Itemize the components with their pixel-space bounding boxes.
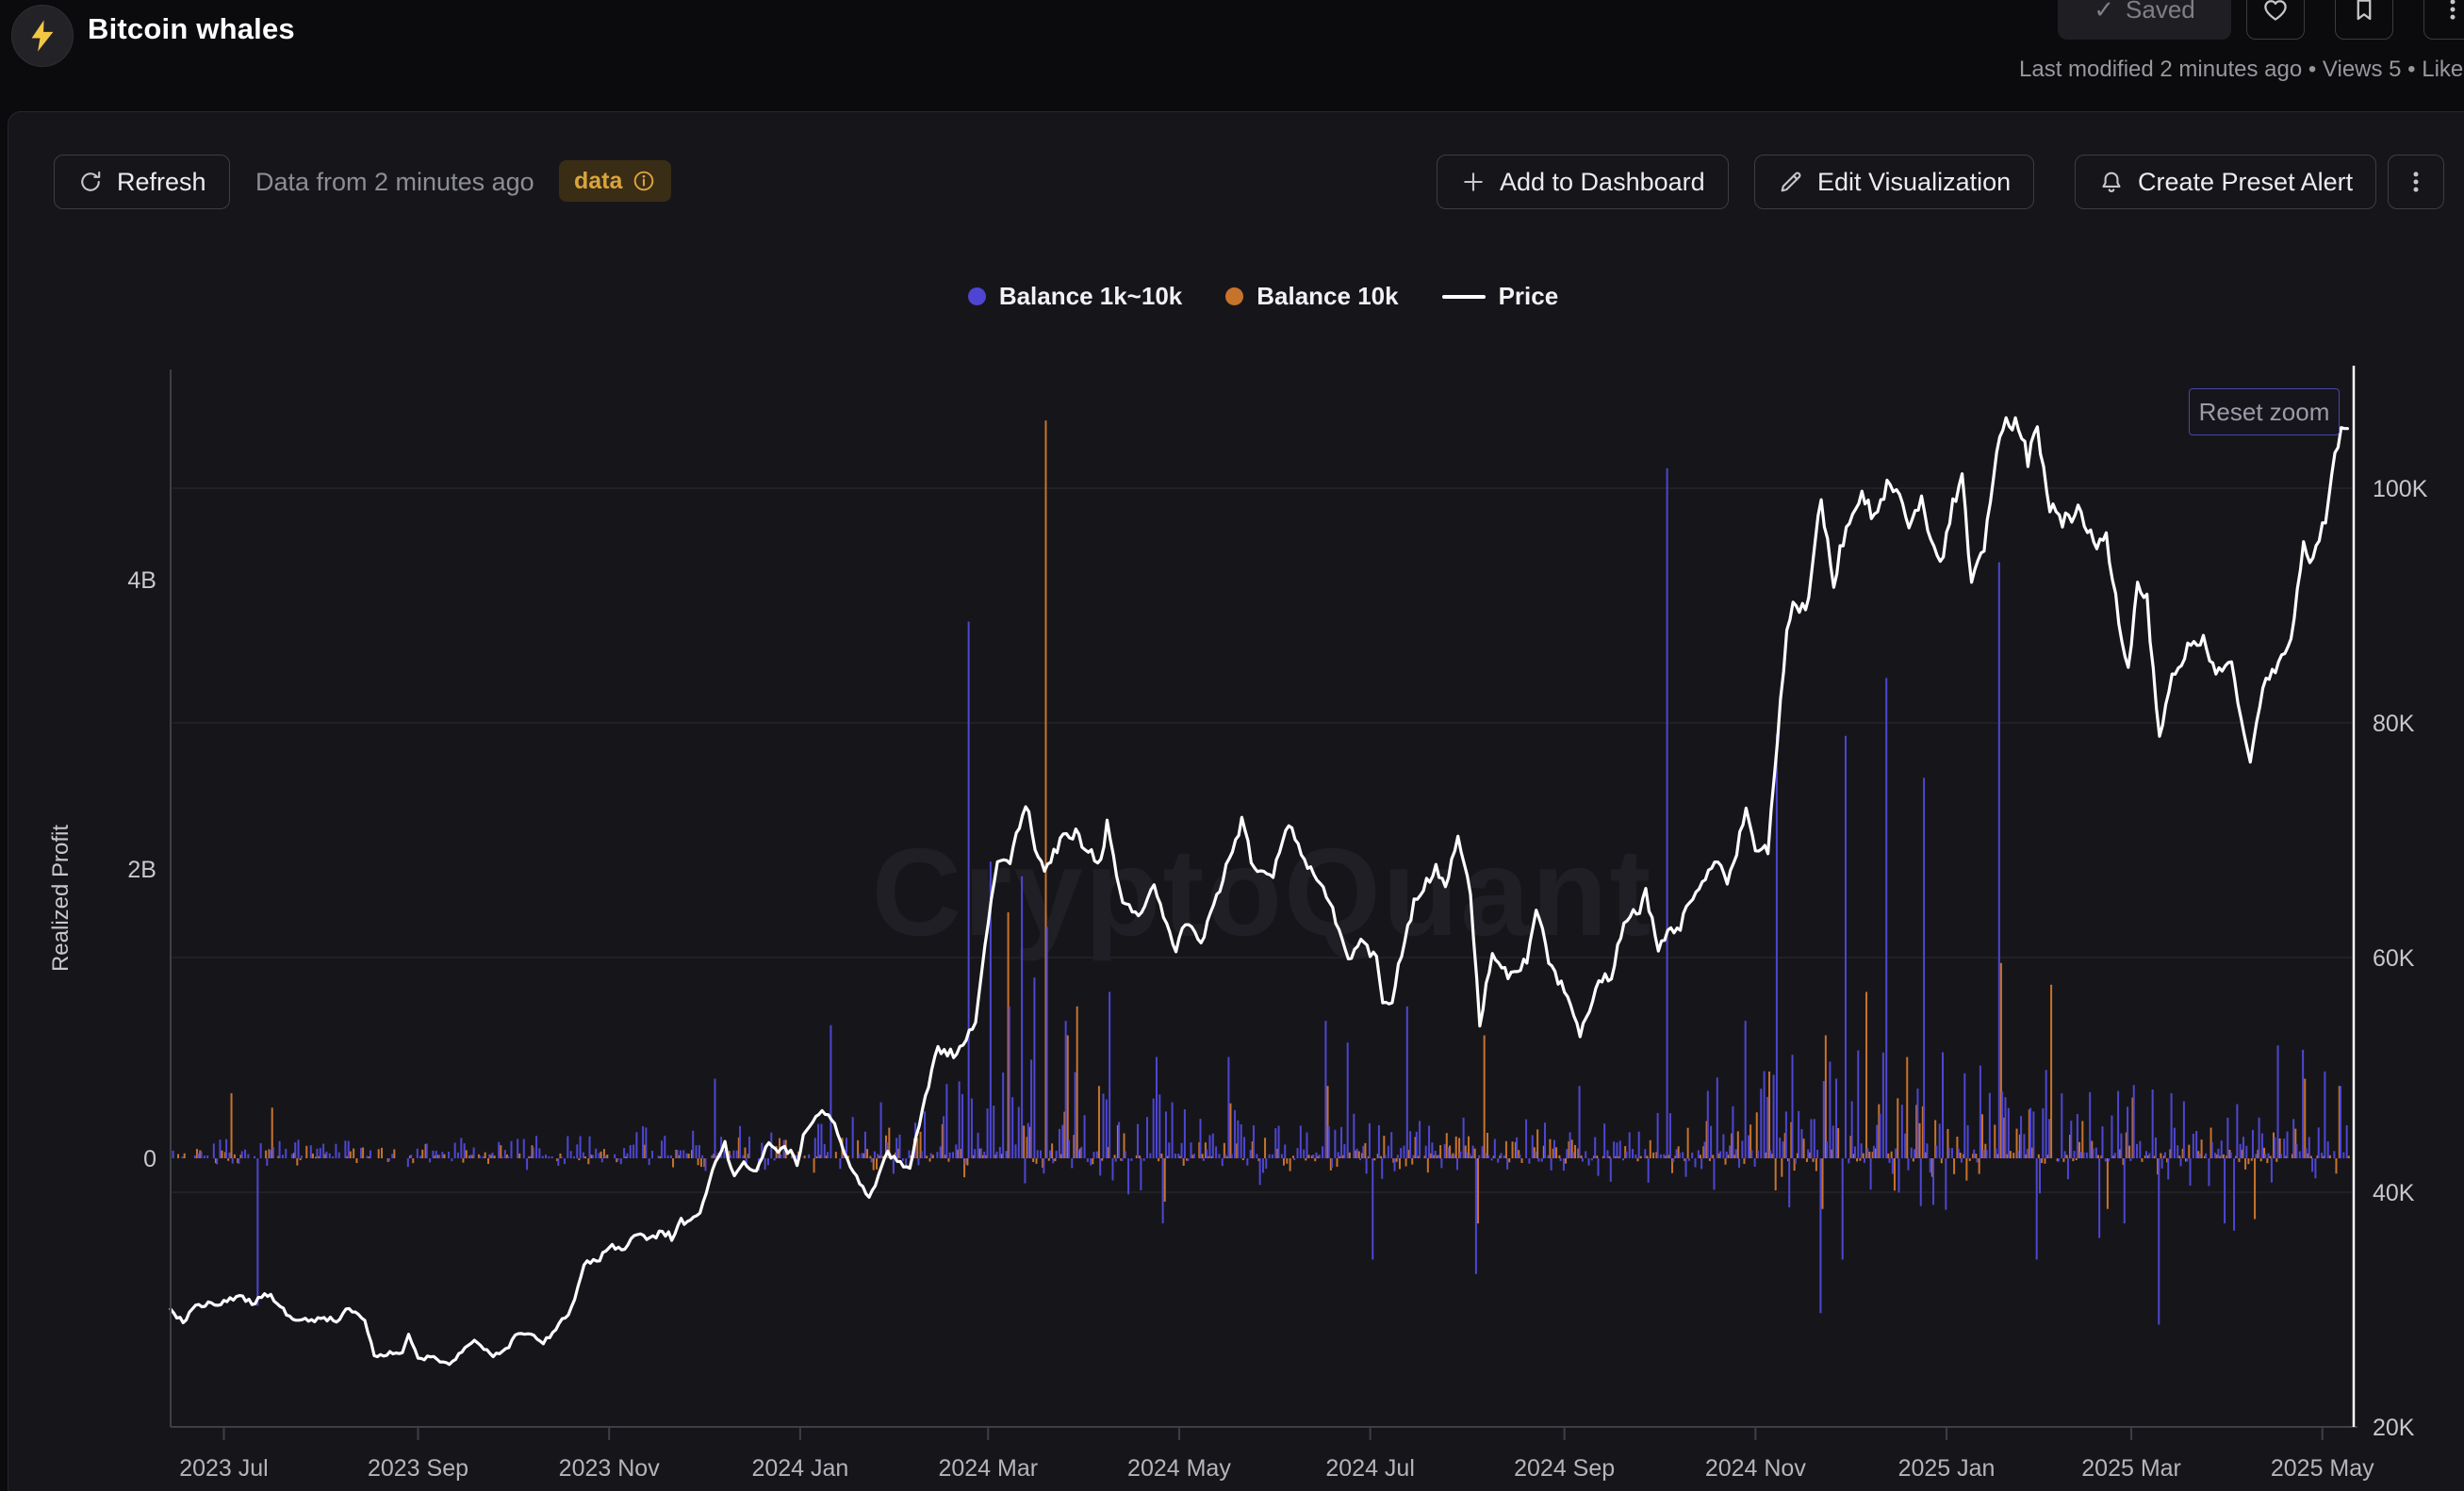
legend-item-1[interactable]: Balance 1k~10k bbox=[967, 282, 1183, 311]
page-title: Bitcoin whales bbox=[88, 12, 295, 45]
reset-zoom-button[interactable]: Reset zoom bbox=[2189, 388, 2340, 435]
chart-card: Refresh Data from 2 minutes ago data Add… bbox=[8, 111, 2464, 1491]
refresh-icon bbox=[81, 171, 101, 191]
create-preset-alert-button[interactable]: Create Preset Alert bbox=[2075, 155, 2377, 209]
add-to-dashboard-label: Add to Dashboard bbox=[1500, 167, 1705, 196]
legend-item-3[interactable]: Price bbox=[1441, 282, 1559, 311]
legend-label: Price bbox=[1498, 282, 1559, 310]
saved-button[interactable]: ✓ Saved bbox=[2058, 0, 2231, 40]
page-header: Bitcoin whales ✓ Saved Last modified 2 m… bbox=[0, 0, 2464, 111]
edit-visualization-label: Edit Visualization bbox=[1817, 167, 2012, 196]
saved-label: Saved bbox=[2126, 0, 2195, 24]
create-preset-alert-label: Create Preset Alert bbox=[2138, 167, 2354, 196]
plus-icon bbox=[1464, 172, 1483, 191]
add-to-dashboard-button[interactable]: Add to Dashboard bbox=[1437, 155, 1729, 209]
like-button[interactable] bbox=[2246, 0, 2305, 40]
legend-marker bbox=[1225, 287, 1244, 305]
toolbar-more-button[interactable] bbox=[2388, 155, 2444, 209]
avatar[interactable] bbox=[11, 5, 74, 67]
kebab-icon bbox=[2413, 172, 2419, 192]
bookmark-icon bbox=[2357, 0, 2372, 21]
bookmark-button[interactable] bbox=[2335, 0, 2393, 40]
legend-label: Balance 1k~10k bbox=[998, 282, 1183, 310]
data-badge-label: data bbox=[574, 167, 623, 194]
legend-marker bbox=[967, 287, 986, 305]
heart-icon bbox=[2264, 0, 2287, 21]
kebab-icon bbox=[2450, 0, 2456, 20]
lightning-icon bbox=[31, 20, 54, 52]
chart-legend: Balance 1k~10k Balance 10k Price bbox=[172, 282, 2355, 311]
legend-marker bbox=[1441, 294, 1486, 299]
legend-label: Balance 10k bbox=[1257, 282, 1399, 310]
data-freshness-label: Data from 2 minutes ago bbox=[255, 168, 534, 196]
edit-visualization-button[interactable]: Edit Visualization bbox=[1754, 155, 2035, 209]
header-more-button[interactable] bbox=[2423, 0, 2464, 40]
bell-icon bbox=[2102, 172, 2121, 192]
page-meta: Last modified 2 minutes ago • Views 5 • … bbox=[2019, 57, 2464, 82]
pencil-icon bbox=[1781, 172, 1801, 192]
refresh-label: Refresh bbox=[117, 167, 206, 196]
legend-item-2[interactable]: Balance 10k bbox=[1225, 282, 1399, 311]
check-icon: ✓ bbox=[2094, 0, 2115, 24]
info-icon bbox=[634, 171, 654, 191]
refresh-button[interactable]: Refresh bbox=[54, 155, 230, 209]
data-badge[interactable]: data bbox=[559, 160, 672, 202]
